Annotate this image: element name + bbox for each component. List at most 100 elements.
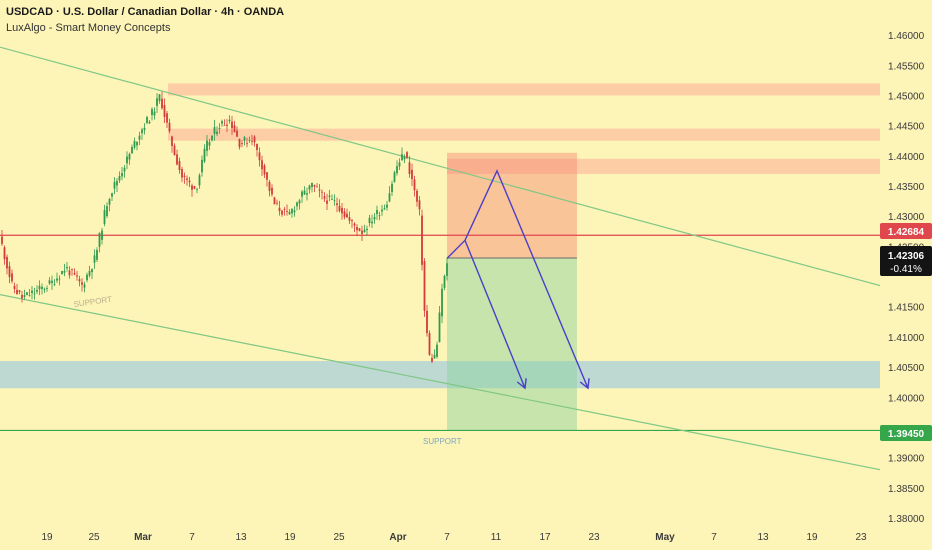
candle-body <box>48 280 51 284</box>
time-axis[interactable]: 19 25 Mar 7 13 19 25 Apr 7 11 17 23 May 7 13 19 23 <box>41 532 867 543</box>
candle <box>401 147 403 161</box>
support-tag <box>880 425 932 441</box>
candle-body <box>438 312 441 343</box>
time-tick-label: Apr <box>389 532 406 543</box>
candle-body <box>8 266 11 278</box>
candle-body <box>158 94 161 102</box>
candle <box>36 285 38 294</box>
candle <box>228 115 231 124</box>
candle-body <box>218 128 221 129</box>
candle <box>301 189 303 203</box>
price-tick-label: 1.38000 <box>888 514 925 525</box>
levels-layer <box>0 234 880 432</box>
candle <box>266 172 268 187</box>
candle-body <box>426 310 428 334</box>
candle <box>363 224 366 233</box>
candle <box>106 202 108 219</box>
candle-body <box>116 180 118 186</box>
candle-body <box>18 290 21 292</box>
candle-body <box>221 121 223 124</box>
price-tick-label: 1.44500 <box>888 122 925 133</box>
candle-body <box>186 178 188 180</box>
candle <box>26 291 28 296</box>
candle <box>63 263 66 277</box>
candle <box>143 123 146 135</box>
candle <box>141 127 143 140</box>
candle <box>443 274 446 291</box>
candle-body <box>231 121 233 128</box>
candle-body <box>118 176 121 181</box>
candle <box>196 187 198 194</box>
candle-body <box>208 141 211 146</box>
candle-body <box>201 159 203 173</box>
candle <box>298 198 301 210</box>
candle-body <box>326 200 328 204</box>
candle-body <box>108 199 111 205</box>
candle <box>108 197 111 212</box>
candle <box>423 258 426 317</box>
candle-body <box>76 275 78 277</box>
candle-body <box>53 284 56 286</box>
candle-body <box>111 193 113 197</box>
candle-body <box>381 209 383 212</box>
candle <box>231 115 233 135</box>
candle-body <box>103 210 106 224</box>
candle <box>168 118 171 134</box>
candle-body <box>333 200 336 202</box>
candle <box>263 163 266 178</box>
candle-body <box>343 211 346 217</box>
candle <box>396 160 398 176</box>
channel-lower-line <box>0 294 881 471</box>
time-tick-label: 13 <box>235 532 247 543</box>
candle <box>183 172 186 184</box>
candle-body <box>281 210 283 215</box>
candle-body <box>316 186 318 188</box>
arrow-head-2 <box>579 378 590 390</box>
candle-body <box>41 286 43 289</box>
candle <box>318 184 321 198</box>
candle-body <box>121 173 123 177</box>
candle <box>181 166 183 183</box>
candle <box>343 208 346 220</box>
resistance-tag-label: 1.42684 <box>888 227 925 238</box>
candle <box>276 199 278 206</box>
trade-box-layer <box>447 152 577 431</box>
candle-body <box>136 141 138 146</box>
candle-body <box>216 131 218 134</box>
candle-body <box>196 189 198 191</box>
price-tick-label: 1.46000 <box>888 31 925 42</box>
chart-title[interactable]: USDCAD · U.S. Dollar / Canadian Dollar ·… <box>6 6 285 18</box>
time-tick-label: 25 <box>88 532 100 543</box>
price-tick-label: 1.39000 <box>888 454 925 465</box>
candle <box>376 205 378 220</box>
candle-body <box>63 270 66 273</box>
candle <box>281 209 283 217</box>
candle <box>18 289 21 295</box>
candle-body <box>428 333 431 355</box>
candle <box>308 184 311 194</box>
candle-body <box>396 166 398 174</box>
candle <box>16 283 18 295</box>
candle <box>371 214 373 228</box>
candle-body <box>408 162 411 174</box>
indicator-name[interactable]: LuxAlgo - Smart Money Concepts <box>6 22 171 34</box>
candle-body <box>96 249 98 260</box>
candle-body <box>436 344 438 357</box>
candle <box>161 91 163 110</box>
candle <box>303 186 306 195</box>
candle-body <box>161 98 163 109</box>
candle <box>273 196 276 205</box>
candle <box>293 206 296 217</box>
candle-body <box>366 228 368 231</box>
projection-arrows-layer <box>446 169 590 390</box>
candle-body <box>36 290 38 292</box>
price-axis[interactable]: 1.46000 1.45500 1.45000 1.44500 1.44000 1.435… <box>888 31 925 525</box>
candle <box>191 183 193 197</box>
candle-body <box>78 279 81 282</box>
candle-body <box>131 146 133 154</box>
candle-body <box>318 189 321 191</box>
candle-body <box>383 208 386 210</box>
channel-upper-line <box>0 46 881 287</box>
